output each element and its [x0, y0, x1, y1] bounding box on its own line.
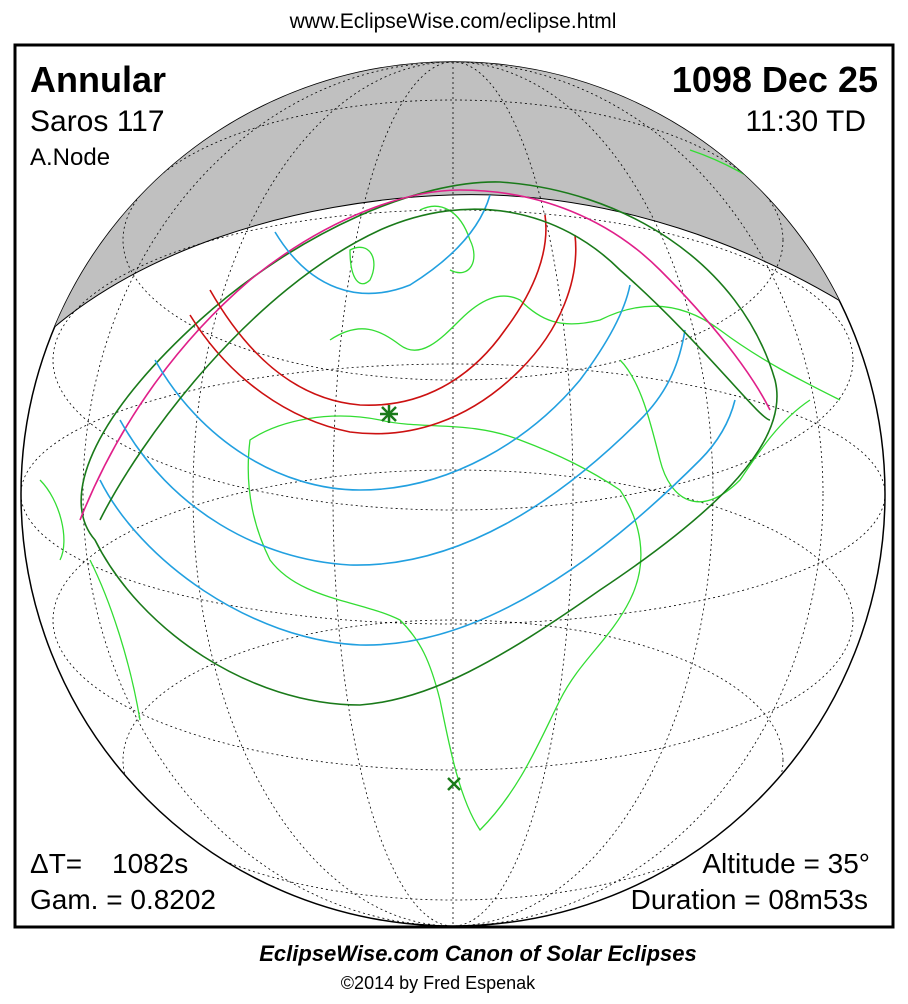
subsolar-marker	[447, 777, 461, 791]
eclipse-time: 11:30 TD	[745, 105, 866, 138]
greatest-eclipse-marker	[380, 405, 398, 423]
globe	[20, 61, 886, 926]
node: A.Node	[30, 144, 110, 171]
duration: Duration = 08m53s	[631, 884, 868, 915]
eclipse-type: Annular	[30, 59, 166, 100]
graticule	[21, 62, 885, 926]
delta-t-label: ΔT=	[30, 848, 82, 879]
altitude: Altitude = 35°	[702, 848, 870, 879]
footer-credit: ©2014 by Fred Espenak	[341, 973, 536, 993]
eclipse-date: 1098 Dec 25	[672, 59, 878, 100]
saros: Saros 117	[30, 105, 165, 138]
gamma: Gam. = 0.8202	[30, 884, 216, 915]
footer-title: EclipseWise.com Canon of Solar Eclipses	[259, 941, 697, 966]
source-url: www.EclipseWise.com/eclipse.html	[289, 10, 617, 33]
delta-t-value: 1082s	[112, 848, 188, 879]
eclipse-path	[79, 181, 778, 706]
